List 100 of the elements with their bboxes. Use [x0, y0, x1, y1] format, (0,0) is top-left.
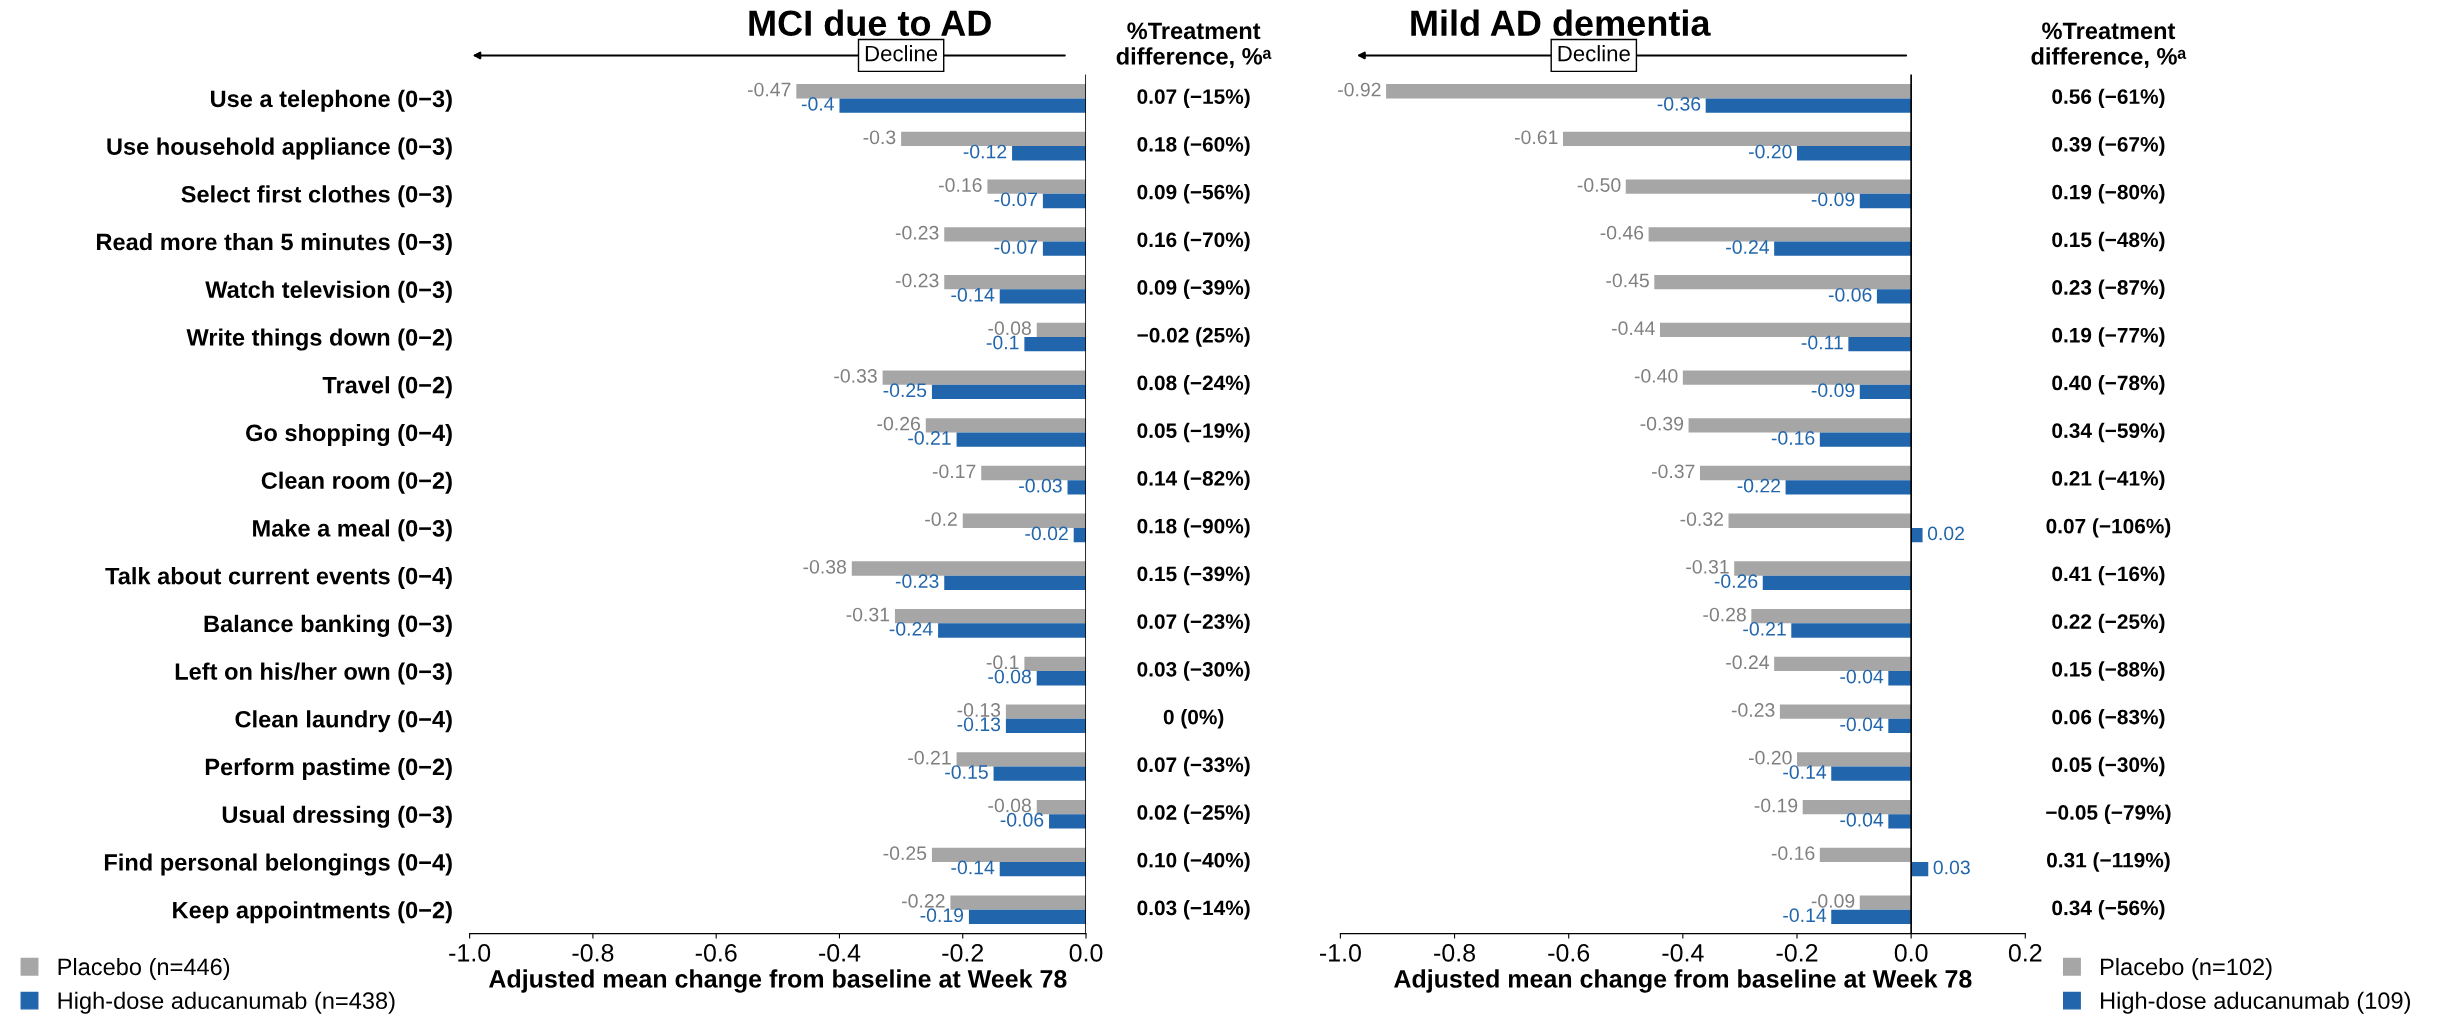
- y-tick-label: Clean room (0−2): [261, 471, 452, 494]
- y-tick-label: Left on his/her own (0−3): [175, 662, 452, 685]
- data-label: -0.46: [1600, 225, 1644, 240]
- legend-label: Placebo (n=102): [2101, 957, 2272, 980]
- data-label: 0.02: [1927, 526, 1964, 541]
- data-label: -0.09: [1811, 383, 1855, 398]
- text: %Treatment difference, %ᵃ: [2031, 22, 2187, 69]
- bar: [1779, 704, 1912, 719]
- data-label: -0.14: [1783, 765, 1827, 779]
- text: 0.05 (−19%): [1137, 422, 1250, 443]
- data-label: -0.13: [957, 703, 1001, 717]
- text: 0.31 (−119%): [2047, 852, 2170, 872]
- text: 0.06 (−83%): [2052, 709, 2165, 729]
- y-tick-label: Go shopping (0−4): [246, 423, 452, 447]
- data-label: 0.03: [1933, 860, 1970, 875]
- data-label: -0.24: [1726, 240, 1770, 254]
- data-label: -0.14: [1783, 908, 1827, 923]
- text: −0.05 (−79%): [2046, 804, 2171, 824]
- data-label: -0.1: [986, 655, 1019, 670]
- data-label: -0.20: [1748, 750, 1792, 765]
- data-label: -0.09: [1811, 894, 1855, 908]
- legend-label: High-dose aducanumab (109): [2101, 991, 2410, 1014]
- data-label: -0.21: [908, 750, 951, 765]
- text: 0.10 (−40%): [1137, 852, 1250, 872]
- data-label: -0.61: [1514, 130, 1558, 145]
- data-label: -0.09: [1811, 192, 1855, 207]
- text: 0.39 (−67%): [2052, 136, 2165, 156]
- text: 0.18 (−60%): [1137, 136, 1250, 156]
- data-label: -0.1: [986, 335, 1019, 350]
- data-label: -0.47: [747, 82, 791, 97]
- data-label: -0.08: [988, 321, 1031, 336]
- legend-label: High-dose aducanumab (n=438): [58, 991, 395, 1014]
- text: Decline: [865, 45, 938, 62]
- y-tick-label: Usual dressing (0−3): [222, 805, 452, 828]
- x-tick-label: 0.0: [1894, 943, 1928, 962]
- bar: [1819, 847, 1912, 862]
- text: 0.34 (−59%): [2052, 422, 2165, 443]
- bar: [1848, 337, 1912, 352]
- data-label: -0.22: [1737, 478, 1781, 493]
- text: 0.03 (−30%): [1137, 661, 1250, 681]
- legend-label: Placebo (n=446): [58, 957, 230, 980]
- data-label: -0.3: [863, 130, 896, 145]
- data-label: -0.14: [951, 860, 995, 875]
- data-label: -0.08: [988, 669, 1031, 684]
- bar: [1888, 671, 1912, 686]
- bar: [1888, 718, 1912, 734]
- bar: [1859, 895, 1912, 910]
- data-label: -0.26: [1714, 574, 1758, 589]
- text: Decline: [1558, 45, 1630, 62]
- y-tick-label: Make a meal (0−3): [253, 519, 452, 542]
- data-label: -0.07: [994, 192, 1037, 207]
- chart-title: MCI due to AD: [749, 9, 991, 36]
- data-label: -0.04: [1840, 812, 1884, 827]
- data-label: -0.06: [1000, 812, 1044, 827]
- bar: [1911, 861, 1929, 877]
- data-label: -0.25: [883, 383, 927, 398]
- data-label: -0.25: [883, 846, 927, 861]
- text: 0.07 (−106%): [2046, 518, 2171, 538]
- y-tick-label: Use a telephone (0−3): [210, 89, 452, 112]
- data-label: -0.20: [1748, 144, 1792, 159]
- data-label: -0.07: [994, 240, 1037, 254]
- data-label: -0.24: [1726, 655, 1770, 670]
- text: 0.40 (−78%): [2052, 375, 2165, 395]
- text: 0.19 (−77%): [2052, 327, 2165, 347]
- data-label: -0.14: [951, 287, 995, 302]
- bar: [1682, 370, 1912, 385]
- x-tick-label: -0.2: [1776, 943, 1818, 962]
- x-axis-title: Adjusted mean change from baseline at Week 78: [1394, 969, 1972, 993]
- text: 0.14 (−82%): [1137, 470, 1250, 490]
- data-label: -0.23: [895, 225, 939, 240]
- x-tick-label: 0.2: [2008, 943, 2042, 962]
- bar: [1876, 289, 1912, 304]
- text: 0.22 (−25%): [2052, 613, 2165, 634]
- y-tick-label: Clean laundry (0−4): [235, 710, 452, 733]
- text: 0.09 (−56%): [1137, 184, 1250, 204]
- data-label: -0.23: [895, 273, 939, 288]
- y-tick-label: Use household appliance (0−3): [107, 137, 452, 160]
- bar: [1911, 527, 1923, 543]
- y-tick-label: Balance banking (0−3): [204, 614, 452, 637]
- text: 0.56 (−61%): [2052, 88, 2165, 109]
- data-label: -0.08: [988, 798, 1031, 813]
- bar: [1654, 274, 1912, 290]
- text: 0.08 (−24%): [1137, 375, 1250, 395]
- bar: [1859, 193, 1912, 209]
- x-tick-label: -0.6: [1548, 943, 1590, 962]
- x-tick-label: -1.0: [1319, 943, 1361, 962]
- x-tick-label: -0.6: [695, 943, 737, 962]
- text: 0.15 (−48%): [2052, 231, 2165, 252]
- y-tick-label: Perform pastime (0−2): [205, 757, 452, 780]
- text: 0.15 (−88%): [2052, 661, 2165, 681]
- data-label: -0.44: [1612, 321, 1655, 336]
- data-label: -0.33: [834, 369, 877, 383]
- data-label: -0.02: [1025, 526, 1068, 541]
- bar: [1648, 227, 1912, 242]
- data-label: -0.92: [1338, 82, 1381, 97]
- text: 0 (0%): [1163, 709, 1224, 729]
- bar: [1791, 623, 1912, 638]
- data-label: -0.50: [1577, 178, 1621, 192]
- data-label: -0.16: [939, 178, 982, 192]
- text: %Treatment difference, %ᵃ: [1116, 22, 1272, 69]
